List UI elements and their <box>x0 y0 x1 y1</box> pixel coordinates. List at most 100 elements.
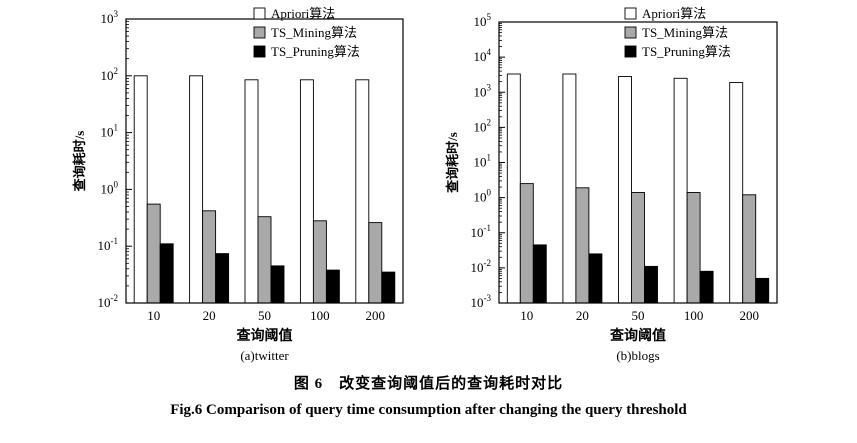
bar-blogs-s0-10 <box>506 73 521 304</box>
legend-label: TS_Pruning算法 <box>642 44 731 59</box>
y-tick-label: 10-1 <box>98 236 119 253</box>
legend-twitter: Apriori算法 TS_Mining算法 TS_Pruning算法 <box>253 6 360 59</box>
y-tick-base: 10 <box>98 238 111 253</box>
y-tick-label: 104 <box>474 47 492 64</box>
y-tick-exp: 5 <box>487 12 492 22</box>
x-tick-label: 20 <box>576 308 589 323</box>
y-tick-exp: 3 <box>114 9 119 19</box>
y-tick-exp: 0 <box>487 188 492 198</box>
y-axis-label-twitter: 查询耗时/s <box>72 131 87 193</box>
y-tick-base: 10 <box>474 190 487 205</box>
bar-twitter-s0-100 <box>299 79 314 304</box>
y-tick-base: 10 <box>471 295 484 310</box>
y-tick-base: 10 <box>474 155 487 170</box>
bar-twitter-s0-20 <box>189 75 204 304</box>
bar-blogs-s2-20 <box>588 253 603 304</box>
subtitle-twitter: (a)twitter <box>240 348 289 363</box>
bar-twitter-s2-20 <box>215 253 230 304</box>
y-tick-base: 10 <box>101 125 114 140</box>
y-tick-exp: -3 <box>484 293 492 303</box>
x-tick-label: 200 <box>739 308 759 323</box>
bar-twitter-s1-50 <box>257 216 272 304</box>
y-tick-label: 100 <box>101 179 119 196</box>
y-tick-base: 10 <box>98 295 111 310</box>
legend-swatch <box>624 7 637 20</box>
x-tick-label: 50 <box>258 308 271 323</box>
bar-blogs-s1-10 <box>519 183 534 304</box>
x-axis-label-blogs: 查询阈值 <box>610 327 666 344</box>
bar-twitter-s1-20 <box>202 210 217 304</box>
bar-blogs-s2-10 <box>532 244 547 304</box>
legend-label: TS_Mining算法 <box>271 25 357 40</box>
subtitle-blogs: (b)blogs <box>616 348 659 363</box>
y-tick-label: 100 <box>474 188 492 205</box>
figure-caption-en: Fig.6 Comparison of query time consumpti… <box>170 402 687 418</box>
y-tick-base: 10 <box>101 68 114 83</box>
x-ticks-blogs: 10 20 50 100 200 <box>520 308 759 323</box>
y-tick-base: 10 <box>474 119 487 134</box>
y-tick-base: 10 <box>474 49 487 64</box>
legend-label: TS_Pruning算法 <box>271 44 360 59</box>
bar-twitter-s1-100 <box>312 220 327 304</box>
y-tick-label: 10-1 <box>471 223 492 240</box>
legend-swatch <box>253 7 266 20</box>
legend-label: Apriori算法 <box>642 6 706 21</box>
bar-twitter-s1-10 <box>146 203 161 304</box>
y-tick-exp: 2 <box>487 117 492 127</box>
bar-twitter-s1-200 <box>368 222 383 304</box>
y-tick-label: 103 <box>474 82 492 99</box>
bar-blogs-s1-100 <box>686 192 701 304</box>
y-tick-label: 10-2 <box>98 293 119 310</box>
x-tick-label: 20 <box>203 308 216 323</box>
y-tick-label: 101 <box>101 123 119 140</box>
bar-blogs-s0-20 <box>562 73 577 304</box>
bar-twitter-s2-100 <box>325 269 340 304</box>
y-tick-base: 10 <box>101 11 114 26</box>
x-tick-label: 100 <box>310 308 330 323</box>
y-tick-label: 103 <box>101 9 119 26</box>
y-tick-base: 10 <box>471 225 484 240</box>
bars-blogs <box>506 73 770 304</box>
y-tick-label: 102 <box>474 117 492 134</box>
figure-caption-cn: 图 6 改变查询阈值后的查询耗时对比 <box>293 376 564 392</box>
y-tick-base: 10 <box>474 14 487 29</box>
x-tick-label: 100 <box>684 308 704 323</box>
y-tick-label: 10-3 <box>471 293 492 310</box>
legend-swatch <box>253 45 266 58</box>
legend-swatch <box>253 26 266 39</box>
y-tick-label: 105 <box>474 12 492 29</box>
bar-twitter-s0-50 <box>244 79 259 304</box>
x-tick-label: 10 <box>147 308 160 323</box>
y-tick-exp: 4 <box>487 47 492 57</box>
y-tick-exp: 1 <box>114 123 119 133</box>
y-tick-exp: 3 <box>487 82 492 92</box>
bar-blogs-s2-200 <box>755 277 770 304</box>
y-tick-exp: -2 <box>484 258 492 268</box>
x-ticks-twitter: 10 20 50 100 200 <box>147 308 385 323</box>
bar-blogs-s2-100 <box>699 270 714 304</box>
bars-twitter <box>133 75 396 304</box>
y-tick-label: 102 <box>101 66 119 83</box>
legend-swatch <box>624 45 637 58</box>
bar-blogs-s1-20 <box>575 187 590 304</box>
bar-blogs-s2-50 <box>644 265 658 304</box>
bar-blogs-s1-50 <box>631 192 645 304</box>
y-tick-base: 10 <box>101 181 114 196</box>
y-tick-base: 10 <box>474 84 487 99</box>
x-axis-label-twitter: 查询阈值 <box>237 327 293 344</box>
y-tick-label: 101 <box>474 153 492 170</box>
y-tick-exp: 1 <box>487 153 492 163</box>
x-tick-label: 50 <box>632 308 645 323</box>
x-tick-label: 10 <box>520 308 533 323</box>
y-tick-base: 10 <box>471 260 484 275</box>
y-axis-label-blogs: 查询耗时/s <box>445 132 460 194</box>
y-tick-exp: -1 <box>484 223 492 233</box>
bar-blogs-s0-200 <box>729 82 744 304</box>
bar-blogs-s0-100 <box>673 77 688 304</box>
y-tick-exp: 2 <box>114 66 119 76</box>
bar-twitter-s2-200 <box>381 271 396 304</box>
